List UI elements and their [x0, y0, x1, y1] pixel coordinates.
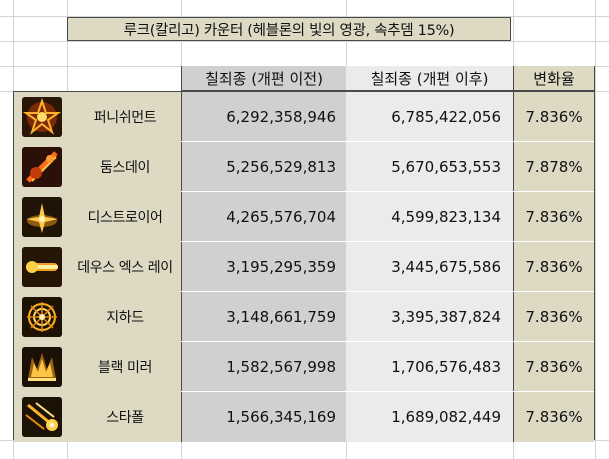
value-before[interactable]: 1,566,345,169 — [181, 392, 346, 442]
header-after[interactable]: 칠죄종 (개편 이후) — [346, 66, 513, 91]
value-after[interactable]: 5,670,653,553 — [346, 142, 513, 192]
icon-cell[interactable] — [14, 242, 69, 292]
icon-cell[interactable] — [14, 342, 69, 392]
table-row: 둠스데이 5,256,529,813 5,670,653,553 7.878% — [14, 142, 594, 192]
table-row: 스타폴 1,566,345,169 1,689,082,449 7.836% — [14, 392, 594, 442]
table-row: 지하드 3,148,661,759 3,395,387,824 7.836% — [14, 292, 594, 342]
change-rate[interactable]: 7.836% — [513, 392, 594, 442]
change-rate[interactable]: 7.878% — [513, 142, 594, 192]
row-divider — [181, 391, 594, 392]
skill-name[interactable]: 디스트로이어 — [69, 192, 181, 242]
deus-ex-ray-skill-icon — [21, 247, 62, 287]
value-before[interactable]: 1,582,567,998 — [181, 342, 346, 392]
table-row: 데우스 엑스 레이 3,195,295,359 3,445,675,586 7.… — [14, 242, 594, 292]
value-before[interactable]: 4,265,576,704 — [181, 192, 346, 242]
header-before[interactable]: 칠죄종 (개편 이전) — [181, 66, 346, 91]
black-mirror-skill-icon — [21, 347, 62, 387]
header-rate[interactable]: 변화율 — [513, 66, 595, 91]
change-rate[interactable]: 7.836% — [513, 92, 594, 142]
value-after[interactable]: 6,785,422,056 — [346, 92, 513, 142]
row-divider — [181, 241, 594, 242]
skill-name[interactable]: 블랙 미러 — [69, 342, 181, 392]
table-row: 퍼니쉬먼트 6,292,358,946 6,785,422,056 7.836% — [14, 92, 594, 142]
icon-cell[interactable] — [14, 292, 69, 342]
value-after[interactable]: 1,689,082,449 — [346, 392, 513, 442]
row-divider — [181, 141, 594, 142]
value-before[interactable]: 5,256,529,813 — [181, 142, 346, 192]
value-after[interactable]: 3,445,675,586 — [346, 242, 513, 292]
row-divider — [181, 191, 594, 192]
value-before[interactable]: 6,292,358,946 — [181, 92, 346, 142]
icon-cell[interactable] — [14, 142, 69, 192]
value-after[interactable]: 4,599,823,134 — [346, 192, 513, 242]
row-divider — [181, 341, 594, 342]
value-after[interactable]: 3,395,387,824 — [346, 292, 513, 342]
skill-damage-table: 퍼니쉬먼트 6,292,358,946 6,785,422,056 7.836%… — [13, 91, 595, 442]
table-row: 블랙 미러 1,582,567,998 1,706,576,483 7.836% — [14, 342, 594, 392]
skill-name[interactable]: 데우스 엑스 레이 — [69, 242, 181, 292]
skill-name[interactable]: 지하드 — [69, 292, 181, 342]
change-rate[interactable]: 7.836% — [513, 342, 594, 392]
row-divider — [181, 291, 594, 292]
icon-cell[interactable] — [14, 392, 69, 442]
destroyer-skill-icon — [21, 197, 62, 237]
table-row: 디스트로이어 4,265,576,704 4,599,823,134 7.836… — [14, 192, 594, 242]
doomsday-skill-icon — [21, 147, 62, 187]
jihad-skill-icon — [21, 297, 62, 337]
starfall-skill-icon — [21, 397, 62, 437]
icon-cell[interactable] — [14, 92, 69, 142]
value-after[interactable]: 1,706,576,483 — [346, 342, 513, 392]
skill-name[interactable]: 퍼니쉬먼트 — [69, 92, 181, 142]
value-before[interactable]: 3,148,661,759 — [181, 292, 346, 342]
change-rate[interactable]: 7.836% — [513, 292, 594, 342]
skill-name[interactable]: 둠스데이 — [69, 142, 181, 192]
change-rate[interactable]: 7.836% — [513, 242, 594, 292]
sheet-title-cell[interactable]: 루크(칼리고) 카운터 (헤블론의 빛의 영광, 속추뎀 15%) — [67, 17, 511, 41]
icon-cell[interactable] — [14, 192, 69, 242]
change-rate[interactable]: 7.836% — [513, 192, 594, 242]
value-before[interactable]: 3,195,295,359 — [181, 242, 346, 292]
punishment-skill-icon — [21, 97, 62, 137]
skill-name[interactable]: 스타폴 — [69, 392, 181, 442]
